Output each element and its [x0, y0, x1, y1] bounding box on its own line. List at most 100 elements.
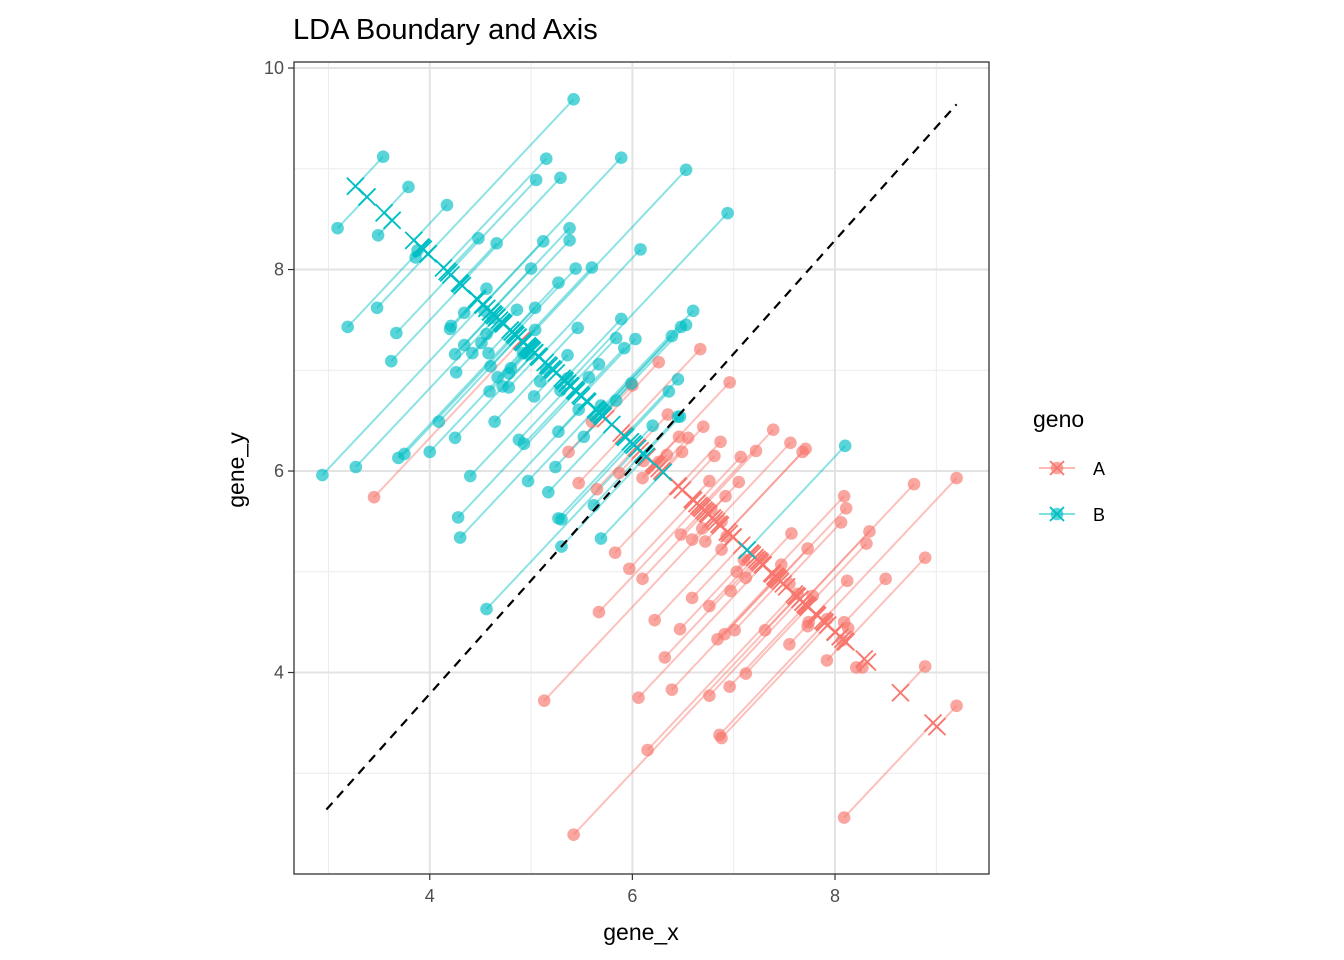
legend: geno A B	[1033, 406, 1105, 525]
projection-segment-A	[641, 510, 707, 580]
data-point-B	[331, 221, 344, 235]
data-point-A	[839, 501, 853, 515]
data-point-A	[675, 445, 689, 459]
projection-segment-B	[355, 316, 498, 468]
data-point-B	[457, 306, 471, 320]
projection-segment-B	[523, 389, 576, 445]
cross-stroke	[473, 295, 493, 314]
data-point-B	[665, 329, 679, 343]
y-tick-label: 8	[274, 260, 284, 280]
data-point-B	[609, 331, 623, 345]
data-point-A	[714, 435, 727, 449]
projected-point-B	[434, 258, 453, 278]
data-point-A	[749, 444, 763, 458]
data-point-A	[730, 565, 744, 579]
data-point-B	[451, 511, 465, 524]
projection-segment-A	[543, 519, 716, 702]
data-point-B	[554, 171, 567, 185]
projected-point-A	[858, 652, 877, 672]
projection-segment-B	[538, 248, 642, 358]
data-point-A	[783, 638, 796, 651]
cross-stroke	[404, 231, 423, 250]
data-point-B	[475, 336, 488, 350]
data-point-B	[524, 262, 538, 275]
data-point-B	[679, 318, 693, 332]
cross-stroke	[836, 632, 856, 652]
data-point-B	[614, 312, 628, 326]
projection-segment-A	[620, 348, 701, 434]
projection-segment-B	[438, 336, 519, 423]
projection-segment-B	[557, 441, 632, 520]
data-point-B	[582, 371, 596, 384]
cross-stroke	[451, 274, 470, 294]
data-point-A	[724, 584, 737, 598]
data-point-B	[398, 447, 411, 461]
x-tick-label: 4	[425, 886, 435, 906]
projection-segment-B	[459, 401, 589, 539]
data-point-B	[466, 346, 479, 360]
data-point-B	[480, 602, 493, 616]
cross-stroke	[691, 497, 710, 517]
cross-stroke	[530, 347, 549, 367]
data-point-A	[834, 516, 848, 529]
data-point-B	[577, 430, 591, 444]
data-point-B	[549, 460, 562, 474]
projection-segment-A	[802, 483, 915, 603]
x-axis-title: gene_x	[603, 919, 679, 945]
legend-title: geno	[1033, 406, 1084, 432]
projection-segment-B	[442, 158, 547, 269]
projection-segment-A	[691, 544, 743, 599]
data-point-B	[472, 232, 485, 245]
legend-item-A: A	[1039, 459, 1105, 479]
projected-point-A	[813, 611, 832, 630]
projected-point-B	[530, 347, 549, 367]
cross-stroke	[826, 623, 845, 642]
projected-point-A	[927, 717, 947, 736]
projection-segment-B	[563, 318, 622, 381]
projection-segment-B	[457, 390, 578, 519]
data-point-B	[552, 276, 565, 289]
data-point-A	[685, 533, 699, 546]
cross-stroke	[793, 593, 813, 612]
data-point-B	[592, 357, 606, 371]
data-point-A	[766, 423, 780, 437]
projection-segment-B	[746, 445, 846, 551]
data-point-A	[837, 811, 851, 824]
projection-segment-B	[469, 377, 563, 477]
data-point-B	[349, 460, 363, 474]
data-point-B	[484, 359, 497, 373]
data-point-A	[567, 828, 580, 842]
projected-point-A	[669, 477, 688, 496]
data-point-B	[521, 474, 535, 488]
data-point-B	[384, 354, 398, 368]
data-point-B	[316, 468, 329, 482]
data-point-B	[482, 346, 495, 360]
data-point-B	[517, 437, 531, 451]
data-point-A	[918, 551, 932, 564]
cross-stroke	[927, 717, 947, 736]
data-point-A	[728, 623, 742, 637]
projected-point-A	[891, 683, 910, 702]
data-point-B	[721, 206, 734, 220]
data-point-B	[625, 377, 638, 390]
cross-stroke	[737, 541, 757, 560]
data-point-B	[646, 419, 659, 432]
data-point-A	[732, 475, 746, 489]
data-point-A	[708, 449, 721, 463]
data-point-A	[592, 605, 606, 619]
projected-point-B	[615, 427, 634, 446]
projection-segment-B	[454, 352, 536, 439]
projection-segment-B	[513, 267, 577, 335]
projection-segment-B	[600, 471, 664, 540]
data-point-A	[719, 489, 732, 503]
data-point-A	[907, 477, 921, 491]
data-point-B	[528, 301, 542, 315]
data-point-A	[672, 430, 686, 444]
projection-segment-B	[321, 303, 484, 476]
projection-segment-A	[718, 621, 826, 736]
data-point-A	[612, 466, 626, 480]
projected-point-B	[374, 203, 394, 222]
data-point-A	[608, 546, 622, 559]
x-tick-label: 6	[627, 886, 637, 906]
